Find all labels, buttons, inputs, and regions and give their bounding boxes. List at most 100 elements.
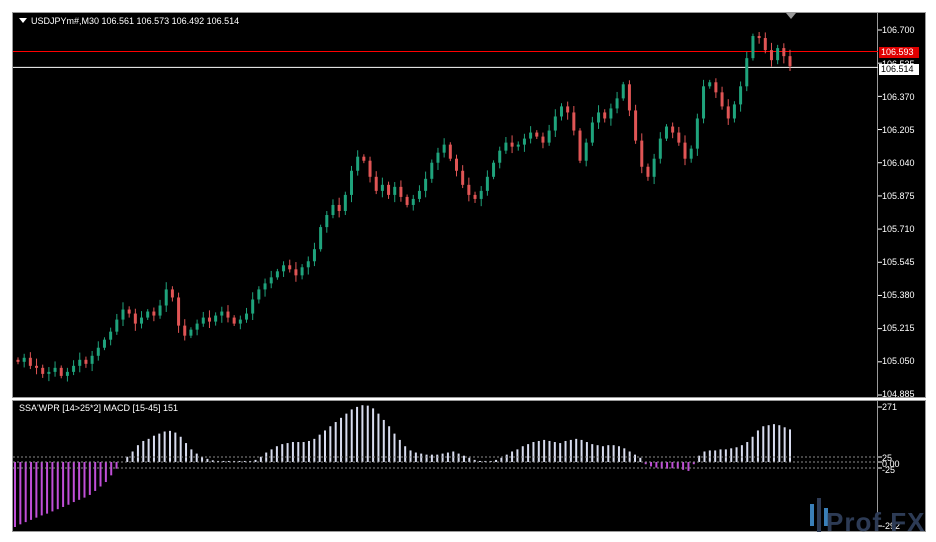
candle-body	[53, 367, 57, 372]
candle-body	[177, 297, 181, 326]
candle-body	[683, 142, 687, 159]
price-tick-label: 105.380	[882, 290, 915, 300]
candle-body	[473, 194, 477, 199]
candle-body	[726, 106, 730, 119]
candle-body	[300, 267, 304, 276]
indicator-tick-label: 25	[882, 453, 893, 463]
price-tick-label: 106.205	[882, 125, 915, 135]
price-chart-pane[interactable]	[12, 12, 878, 398]
candle-body	[282, 265, 286, 272]
candle-body	[492, 162, 496, 177]
candle-body	[689, 148, 693, 159]
candle-body	[720, 92, 724, 107]
price-tick-label: 105.050	[882, 356, 915, 366]
candle-body	[152, 311, 156, 316]
candle-body	[467, 184, 471, 195]
candle-body	[78, 359, 82, 366]
candle-body	[732, 104, 736, 119]
candle-body	[411, 198, 415, 205]
candle-body	[745, 58, 749, 87]
candle-body	[751, 36, 755, 59]
candle-body	[695, 118, 699, 149]
candle-body	[164, 289, 168, 306]
candle-body	[714, 82, 718, 93]
symbol-info[interactable]: USDJPYm#,M30 106.561 106.573 106.492 106…	[19, 16, 239, 26]
candle-body	[84, 359, 88, 364]
candle-body	[627, 84, 631, 111]
candle-body	[380, 184, 384, 191]
candle-body	[35, 365, 39, 368]
candle-body	[417, 190, 421, 199]
candle-body	[529, 132, 533, 139]
candle-body	[319, 227, 323, 250]
candle-body	[559, 106, 563, 117]
indicator-axis[interactable]	[878, 400, 926, 532]
candle-body	[183, 325, 187, 336]
candle-body	[251, 299, 255, 314]
candle-body	[757, 36, 761, 39]
candle-body	[535, 132, 539, 137]
prof-fx-logo: Prof FX	[808, 494, 936, 542]
candle-body	[201, 317, 205, 324]
scroll-marker-icon	[786, 13, 796, 19]
candle-body	[374, 176, 378, 191]
candle-body	[652, 158, 656, 177]
candle-body	[590, 122, 594, 143]
candle-body	[615, 98, 619, 109]
candle-body	[362, 156, 366, 161]
candle-body	[72, 365, 76, 372]
candle-body	[603, 112, 607, 119]
logo-candle-icon	[810, 498, 828, 532]
candle-body	[275, 271, 279, 278]
candle-body	[664, 126, 668, 139]
candle-body	[424, 178, 428, 191]
candle-body	[140, 317, 144, 324]
candle-body	[677, 132, 681, 143]
candle-body	[541, 136, 545, 143]
candle-body	[214, 315, 218, 322]
candle-body	[485, 176, 489, 191]
candle-body	[90, 355, 94, 364]
candle-body	[671, 126, 675, 133]
candle-body	[609, 108, 613, 119]
candle-body	[331, 204, 335, 216]
candle-body	[238, 319, 242, 324]
candle-body	[584, 142, 588, 161]
candle-body	[702, 86, 706, 119]
candle-body	[47, 371, 51, 374]
candle-body	[220, 311, 224, 316]
candle-body	[430, 162, 434, 179]
candle-body	[448, 144, 452, 159]
indicator-pane[interactable]	[12, 400, 878, 532]
candle-body	[263, 283, 267, 290]
candle-body	[59, 367, 63, 376]
candle-body	[16, 359, 20, 362]
candle-body	[399, 186, 403, 197]
price-tick-label: 104.885	[882, 389, 915, 399]
candle-body	[306, 261, 310, 268]
candle-body	[65, 371, 69, 376]
candle-body	[294, 269, 298, 276]
candle-body	[522, 138, 526, 145]
dropdown-triangle-icon[interactable]	[19, 18, 27, 23]
candle-body	[232, 317, 236, 324]
candle-body	[245, 313, 249, 320]
price-tick-label: 105.875	[882, 191, 915, 201]
candle-body	[387, 184, 391, 195]
candle-body	[343, 194, 347, 211]
candle-body	[479, 190, 483, 199]
price-axis[interactable]	[878, 12, 926, 398]
candle-body	[553, 116, 557, 131]
candle-body	[368, 160, 372, 177]
price-tick-label: 105.710	[882, 224, 915, 234]
candle-body	[646, 166, 650, 177]
candle-body	[788, 56, 792, 67]
candle-body	[127, 309, 131, 314]
candle-body	[109, 331, 113, 340]
candle-body	[578, 130, 582, 161]
candle-body	[350, 170, 354, 195]
price-tick-label: 105.215	[882, 323, 915, 333]
candle-body	[41, 367, 45, 374]
